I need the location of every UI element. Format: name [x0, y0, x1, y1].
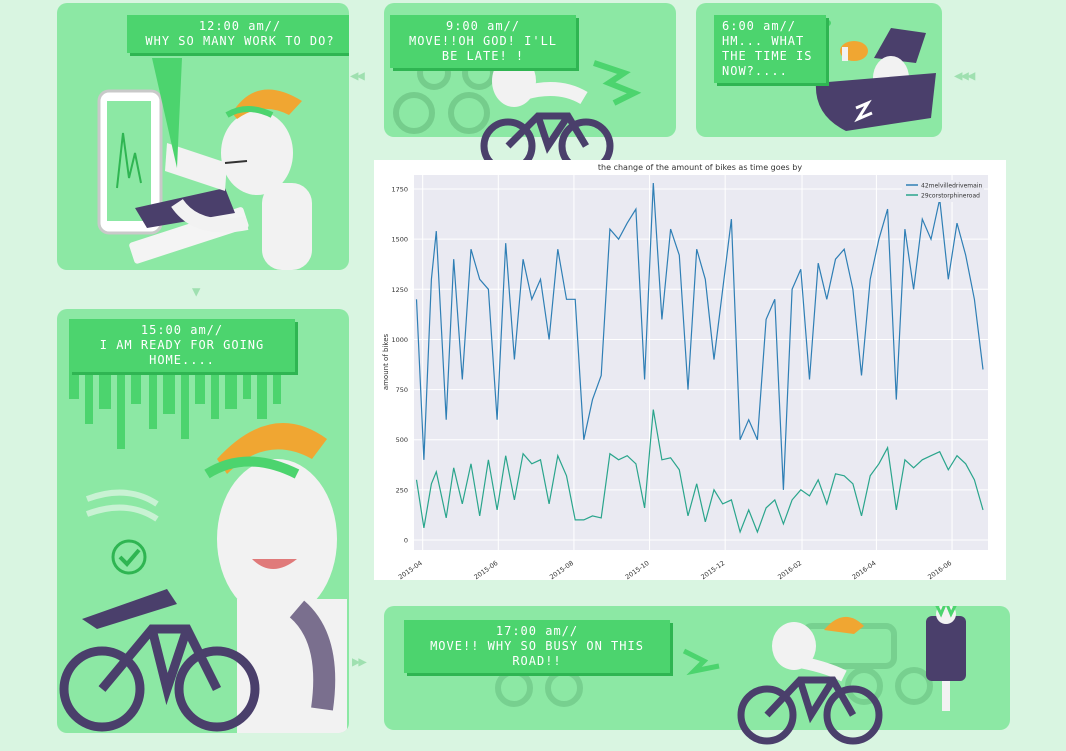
speech-text-noon: WHY SO MANY WORK TO DO?	[145, 34, 335, 48]
legend-label-2: 29corstorphineroad	[921, 193, 980, 200]
legend: 42melvilledrivemain 29corstorphineroad	[902, 180, 984, 202]
legend-label-1: 42melvilledrivemain	[921, 183, 982, 190]
y-tick-label: 0	[404, 536, 408, 544]
speech-text-six-line1: HM... WHAT	[722, 34, 805, 48]
flow-arrow: ◀◀	[350, 68, 365, 84]
chart-card: the change of the amount of bikes as tim…	[374, 160, 1006, 581]
x-tick-label: 2016-02	[776, 559, 803, 580]
speech-bubble-noon: 12:00 am// WHY SO MANY WORK TO DO?	[127, 15, 349, 53]
plot-area	[414, 175, 988, 550]
time-label-nine: 9:00 am//	[445, 19, 521, 33]
series-lines	[415, 182, 984, 534]
panel-seventeen: 17:00 am// MOVE!! WHY SO BUSY ON THIS RO…	[384, 606, 1010, 730]
panel-fifteen: 15:00 am// I AM READY FOR GOING HOME....	[57, 309, 349, 733]
time-label-fifteen: 15:00 am//	[140, 323, 224, 337]
meat-icon	[840, 41, 868, 61]
bicycle-icon	[737, 676, 883, 745]
x-tick-label: 2015-06	[473, 559, 500, 580]
x-tick-label: 2016-06	[926, 559, 953, 580]
panel-nine: 9:00 am// MOVE!!OH GOD! I'LL BE LATE! !	[384, 3, 676, 137]
x-tick-label: 2016-04	[851, 559, 878, 580]
chart-title: the change of the amount of bikes as tim…	[598, 163, 802, 172]
x-tick-label: 2015-10	[624, 559, 651, 580]
panel-six: 6:00 am// HM... WHAT THE TIME IS NOW?...…	[696, 3, 942, 137]
y-tick-label: 1000	[391, 336, 408, 344]
speech-bubble-fifteen: 15:00 am// I AM READY FOR GOING HOME....	[69, 319, 295, 372]
series-line-1	[415, 182, 984, 490]
y-ticks: 0 250 500 750 1000 1250 1500 1750	[391, 186, 408, 545]
speech-text-six-line3: NOW?....	[722, 64, 788, 78]
time-label-six: 6:00 am//	[722, 19, 797, 33]
speech-bubble-six: 6:00 am// HM... WHAT THE TIME IS NOW?...…	[714, 15, 826, 83]
grid	[414, 175, 988, 550]
x-tick-label: 2015-04	[397, 559, 424, 580]
y-tick-label: 1250	[391, 286, 408, 294]
going-home-scene-illustration	[59, 369, 347, 733]
y-axis-label: amount of bikes	[382, 333, 390, 390]
speech-bubble-seventeen: 17:00 am// MOVE!! WHY SO BUSY ON THIS RO…	[404, 620, 670, 673]
flow-arrow: ▼	[192, 284, 201, 300]
speech-text-seventeen: MOVE!! WHY SO BUSY ON THIS ROAD!!	[430, 639, 644, 668]
checkmark-icon	[111, 539, 147, 575]
monitor-icon	[97, 89, 163, 235]
flow-arrow: ◀◀◀	[954, 68, 975, 84]
time-label-noon: 12:00 am//	[198, 19, 282, 33]
x-ticks: 2015-04 2015-06 2015-08 2015-10 2015-12 2016-…	[397, 559, 953, 581]
y-tick-label: 750	[396, 386, 408, 394]
x-tick-label: 2015-12	[699, 559, 726, 580]
speech-text-fifteen: I AM READY FOR GOING HOME....	[99, 338, 265, 367]
line-chart: the change of the amount of bikes as tim…	[382, 163, 988, 581]
time-label-seventeen: 17:00 am//	[495, 624, 579, 638]
flow-arrow: ▶▶	[352, 654, 367, 670]
speech-text-six-line2: THE TIME IS	[722, 49, 813, 63]
panel-noon: 12:00 am// WHY SO MANY WORK TO DO?	[57, 3, 349, 270]
speech-bubble-nine: 9:00 am// MOVE!!OH GOD! I'LL BE LATE! !	[390, 15, 576, 68]
speech-text-nine: MOVE!!OH GOD! I'LL BE LATE! !	[408, 34, 558, 63]
y-tick-label: 1750	[391, 186, 408, 194]
y-tick-label: 250	[396, 486, 408, 494]
y-tick-label: 1500	[391, 236, 408, 244]
nightcap-icon	[874, 28, 926, 63]
y-tick-label: 500	[396, 436, 408, 444]
office-scene-illustration	[97, 89, 312, 270]
pillow-icon	[815, 73, 936, 131]
wakeup-scene-illustration	[814, 20, 936, 131]
series-line-2	[415, 409, 984, 534]
x-tick-label: 2015-08	[548, 559, 575, 580]
